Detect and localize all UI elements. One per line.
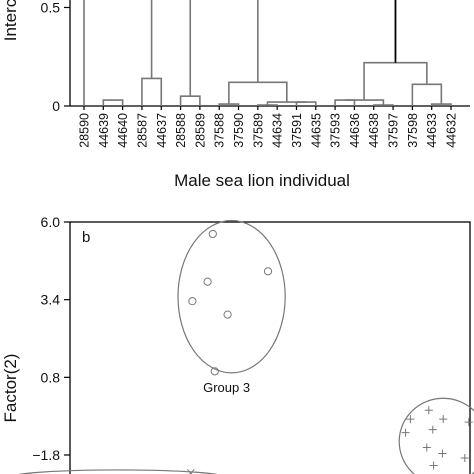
scatter-point-plus bbox=[439, 415, 448, 424]
scatter-point-plus bbox=[429, 461, 438, 470]
dendrogram-leaf-label: 28588 bbox=[174, 113, 188, 148]
scatter-point-plus bbox=[406, 415, 415, 424]
dendrogram-link bbox=[179, 95, 201, 106]
dendrogram-leaf-label: 37590 bbox=[232, 113, 246, 148]
dendrogram-leaf-label: 44640 bbox=[116, 113, 130, 148]
scatter-y-axis-label: Factor(2) bbox=[1, 354, 20, 423]
dendrogram-leaf-label: 44639 bbox=[97, 113, 111, 148]
dendrogram-leaf-labels: 28590 44639 44640 28587 44637 28588 28589 37588… bbox=[78, 106, 459, 148]
dendrogram-panel: Interc 00.5 28590 44639 44640 28587 44637 285… bbox=[1, 0, 470, 190]
scatter-y-tick-label: 6.0 bbox=[41, 214, 61, 230]
scatter-point-circle bbox=[203, 277, 212, 286]
group-ellipse bbox=[177, 219, 286, 374]
dendrogram-link bbox=[411, 83, 443, 106]
scatter-point-x bbox=[186, 469, 195, 474]
scatter-point-plus bbox=[438, 449, 447, 458]
dendrogram-branches bbox=[83, 0, 452, 106]
dendrogram-link bbox=[363, 61, 428, 101]
dendrogram-leaf-label: 44637 bbox=[155, 113, 169, 148]
dendrogram-axes bbox=[69, 0, 470, 107]
dendrogram-leaf-label: 37591 bbox=[290, 113, 304, 148]
dendrogram-y-tick-label: 0.5 bbox=[41, 0, 61, 16]
dendrogram-leaf-label: 37589 bbox=[251, 113, 265, 148]
scatter-y-tick-label: 0.8 bbox=[41, 369, 61, 385]
scatter-point-plus bbox=[401, 428, 410, 437]
dendrogram-link bbox=[344, 99, 385, 106]
dendrogram-leaf-label: 44636 bbox=[348, 113, 362, 148]
scatter-point-circle bbox=[223, 310, 232, 319]
scatter-point-plus bbox=[422, 443, 431, 452]
dendrogram-leaf-label: 28590 bbox=[78, 113, 92, 148]
dendrogram-leaf-label: 28589 bbox=[193, 113, 207, 148]
scatter-point-circle bbox=[263, 267, 273, 276]
group-labels: Group 3 bbox=[203, 380, 250, 395]
dendrogram-link bbox=[141, 77, 163, 106]
group-label: Group 3 bbox=[203, 380, 250, 395]
dendrogram-link bbox=[228, 81, 288, 105]
scatter-y-ticks: 6.0 3.4 0.8 −1.8 bbox=[32, 214, 70, 463]
dendrogram-link bbox=[266, 101, 307, 106]
dendrogram-y-axis-label: Interc bbox=[1, 0, 20, 41]
dendrogram-y-tick-label: 0 bbox=[52, 98, 60, 114]
scatter-y-tick-label: −1.8 bbox=[32, 447, 60, 463]
dendrogram-leaf-label: 44638 bbox=[367, 113, 381, 148]
scatter-point-plus bbox=[428, 425, 437, 434]
scatter-point-circle bbox=[210, 367, 219, 376]
scatter-plot-frame bbox=[69, 221, 471, 474]
scatter-point-plus bbox=[424, 406, 433, 415]
dendrogram-leaf-label: 44635 bbox=[309, 113, 323, 148]
dendrogram-leaf-label: 28587 bbox=[135, 113, 149, 148]
group-ellipse bbox=[398, 397, 474, 474]
scatter-panel-label: b bbox=[82, 229, 90, 246]
group-ellipses bbox=[17, 219, 474, 474]
scatter-y-tick-label: 3.4 bbox=[41, 292, 61, 308]
dendrogram-leaf-label: 37593 bbox=[329, 113, 343, 148]
scatter-point-plus bbox=[464, 418, 473, 427]
scatter-point-plus bbox=[460, 453, 469, 462]
dendrogram-leaf-label: 44632 bbox=[445, 113, 459, 148]
dendrogram-y-ticks: 00.5 bbox=[41, 0, 70, 114]
dendrogram-x-axis-label: Male sea lion individual bbox=[174, 171, 350, 190]
scatter-point-circle bbox=[208, 229, 217, 239]
scatter-points bbox=[186, 229, 473, 474]
dendrogram-leaf-label: 37588 bbox=[213, 113, 227, 148]
dendrogram-leaf-label: 37598 bbox=[406, 113, 420, 148]
dendrogram-link bbox=[334, 99, 356, 106]
dendrogram-leaf-label: 44634 bbox=[271, 113, 285, 148]
dendrogram-leaf-label: 44633 bbox=[425, 113, 439, 148]
scatter-point-circle bbox=[188, 297, 197, 306]
scatter-panel: b Factor(2) 6.0 3.4 0.8 −1.8 Group 3 bbox=[1, 214, 474, 474]
group-ellipse bbox=[17, 469, 219, 474]
dendrogram-leaf-label: 37597 bbox=[387, 113, 401, 148]
dendrogram-link bbox=[102, 99, 124, 106]
